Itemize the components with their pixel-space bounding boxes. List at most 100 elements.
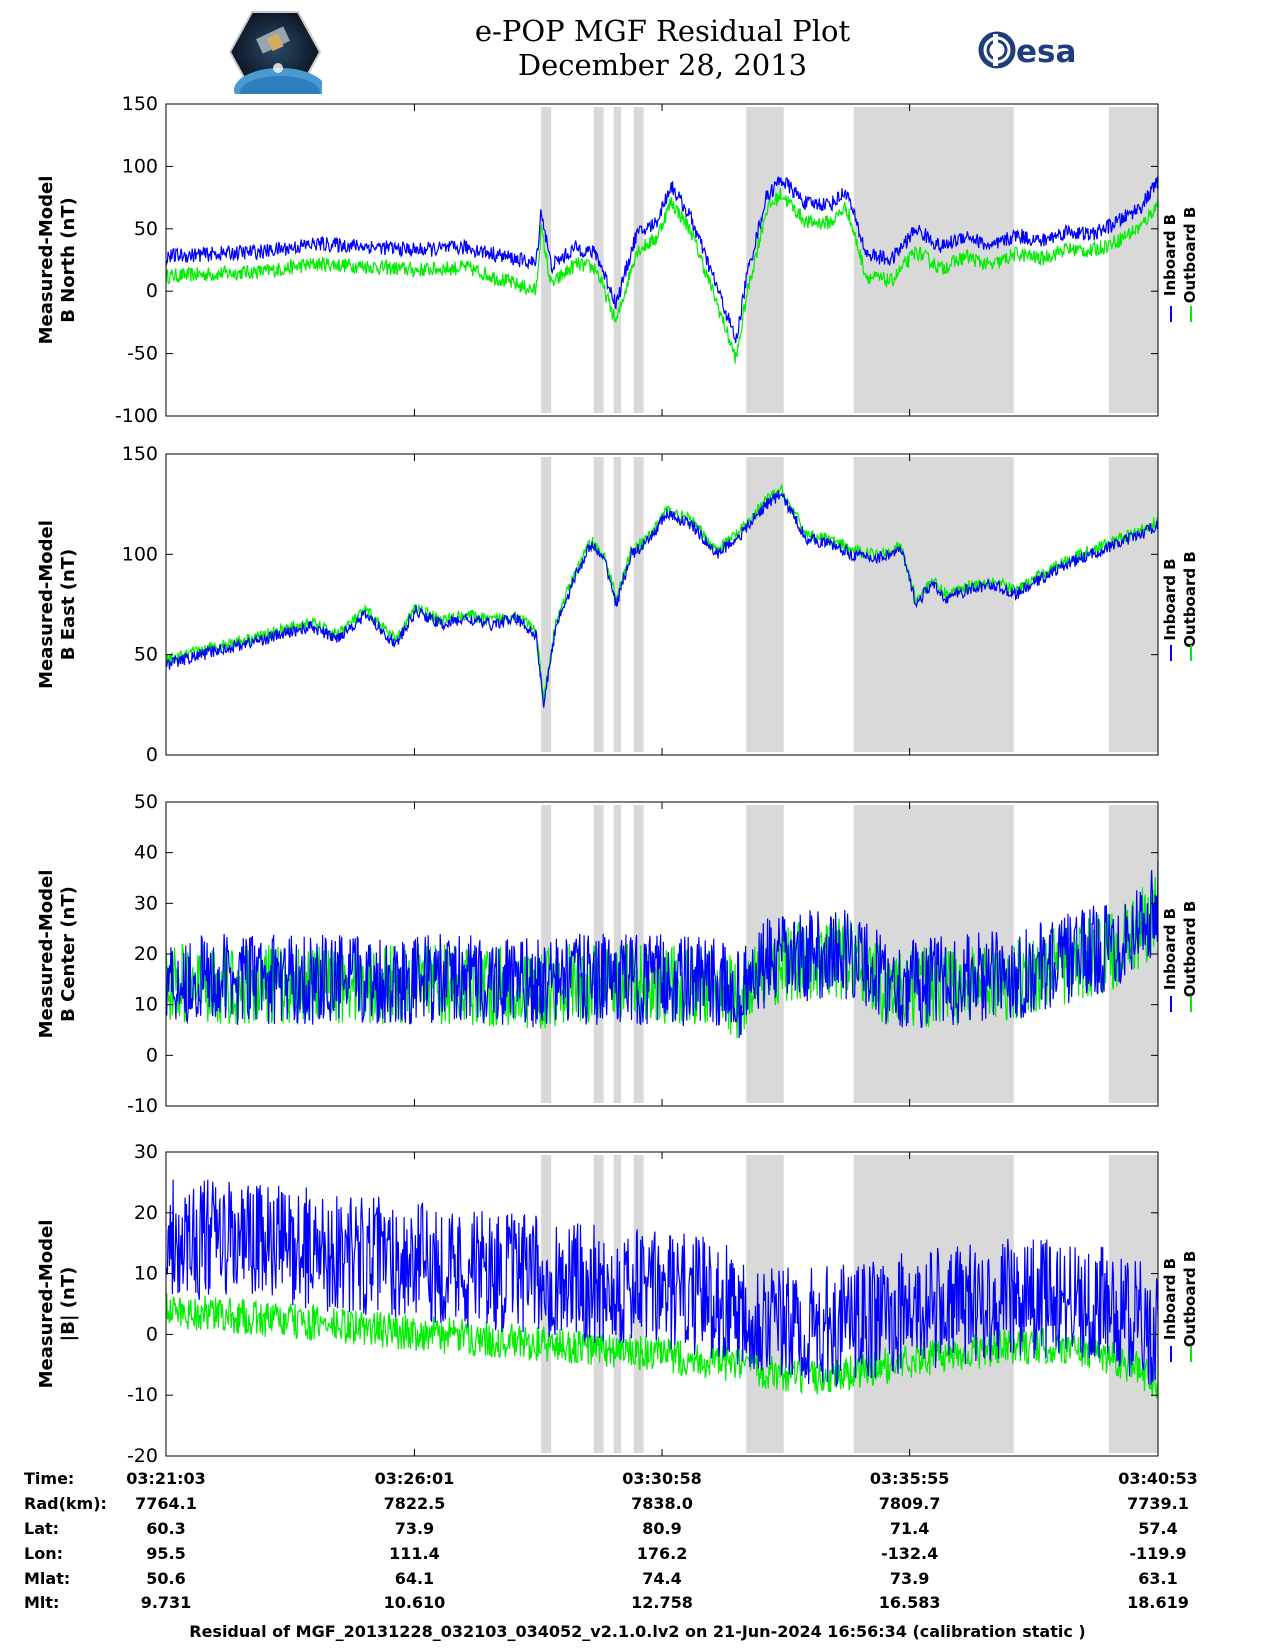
title-line-1: e-POP MGF Residual Plot xyxy=(474,14,851,48)
esa-logo: esa xyxy=(978,30,1084,74)
ephemeris-row-label: Rad(km): xyxy=(24,1494,107,1513)
y-tick-label: 30 xyxy=(134,892,158,914)
y-axis-label-line2: B East (nT) xyxy=(58,549,79,661)
ephemeris-value: 7809.7 xyxy=(879,1494,941,1513)
outboard-series-line xyxy=(165,188,1159,364)
ephemeris-value: 73.9 xyxy=(395,1519,434,1538)
legend-label: Inboard B xyxy=(1161,214,1179,296)
ephemeris-value: 7838.0 xyxy=(631,1494,693,1513)
y-tick-label: 0 xyxy=(146,280,158,302)
outboard-series-line xyxy=(165,1292,1159,1399)
ephemeris-value: 7822.5 xyxy=(384,1494,446,1513)
ephemeris-value: 12.758 xyxy=(631,1593,693,1612)
ephemeris-value: 176.2 xyxy=(637,1544,688,1563)
ephemeris-row-label: Time: xyxy=(24,1469,74,1488)
y-axis-label-line2: B Center (nT) xyxy=(58,886,79,1022)
ephemeris-value: 64.1 xyxy=(395,1569,434,1588)
ephemeris-value: -132.4 xyxy=(881,1544,938,1563)
y-axis-label: Measured-Model B East (nT) xyxy=(36,520,79,689)
shaded-interval xyxy=(633,107,644,413)
y-tick-label: 50 xyxy=(134,218,158,240)
y-tick-label: 10 xyxy=(134,1263,158,1285)
shaded-interval xyxy=(593,457,604,752)
shaded-interval xyxy=(541,107,552,413)
y-tick-label: 100 xyxy=(122,543,158,565)
legend: Inboard B Outboard B xyxy=(1161,901,1199,998)
y-tick-label: 20 xyxy=(134,943,158,965)
y-tick-label: 150 xyxy=(122,443,158,465)
ephemeris-value: 7739.1 xyxy=(1127,1494,1189,1513)
y-tick-label: -20 xyxy=(127,1445,158,1467)
y-tick-label: 50 xyxy=(134,644,158,666)
legend-label: Inboard B xyxy=(1161,1258,1179,1340)
ephemeris-row-label: Lat: xyxy=(24,1519,59,1538)
ephemeris-row-label: Lon: xyxy=(24,1544,63,1563)
legend: Inboard B Outboard B xyxy=(1161,551,1199,648)
shaded-interval xyxy=(633,805,644,1103)
y-axis-label-line1: Measured-Model xyxy=(36,520,57,689)
shaded-interval xyxy=(613,805,622,1103)
ephemeris-value: 60.3 xyxy=(146,1519,185,1538)
ephemeris-value: 10.610 xyxy=(384,1593,446,1612)
legend-label: Outboard B xyxy=(1181,207,1199,304)
shaded-interval xyxy=(593,1155,604,1453)
ephemeris-value: 57.4 xyxy=(1138,1519,1177,1538)
shaded-interval xyxy=(853,457,1014,752)
y-tick-label: 30 xyxy=(134,1141,158,1163)
y-axis-label-line1: Measured-Model xyxy=(36,870,57,1039)
ephemeris-value: 03:26:01 xyxy=(375,1469,455,1488)
shaded-interval xyxy=(746,1155,784,1453)
shaded-interval xyxy=(541,805,552,1103)
ephemeris-value: 50.6 xyxy=(146,1569,185,1588)
ephemeris-value: 63.1 xyxy=(1138,1569,1177,1588)
ephemeris-row-label: Mlt: xyxy=(24,1593,59,1612)
shaded-interval xyxy=(633,457,644,752)
y-tick-label: 10 xyxy=(134,994,158,1016)
ephemeris-value: 73.9 xyxy=(890,1569,929,1588)
y-tick-label: 150 xyxy=(122,93,158,115)
y-tick-label: -10 xyxy=(127,1095,158,1117)
inboard-series-line xyxy=(165,490,1159,708)
ephemeris-value: 18.619 xyxy=(1127,1593,1189,1612)
inboard-series-line xyxy=(165,1179,1159,1387)
legend-label: Outboard B xyxy=(1181,1251,1199,1348)
ephemeris-value: 7764.1 xyxy=(135,1494,197,1513)
shaded-interval xyxy=(1108,457,1158,752)
shaded-interval xyxy=(541,457,552,752)
y-tick-label: 100 xyxy=(122,155,158,177)
footer-caption: Residual of MGF_20131228_032103_034052_v… xyxy=(189,1622,1086,1641)
inboard-series-line xyxy=(165,861,1159,1039)
shaded-interval xyxy=(746,457,784,752)
ephemeris-value: 95.5 xyxy=(146,1544,185,1563)
shaded-interval xyxy=(1108,107,1158,413)
y-axis-label-line1: Measured-Model xyxy=(36,176,57,345)
inboard-series-line xyxy=(165,175,1159,344)
ephemeris-value: 9.731 xyxy=(141,1593,192,1612)
y-axis-label-line2: B North (nT) xyxy=(58,197,79,323)
y-tick-label: -10 xyxy=(127,1384,158,1406)
ephemeris-value: 03:30:58 xyxy=(622,1469,702,1488)
ephemeris-value: 111.4 xyxy=(389,1544,440,1563)
y-tick-label: 20 xyxy=(134,1202,158,1224)
legend: Inboard B Outboard B xyxy=(1161,207,1199,304)
ephemeris-row-label: Mlat: xyxy=(24,1569,70,1588)
y-axis-label: Measured-Model B North (nT) xyxy=(36,176,79,345)
y-tick-label: 40 xyxy=(134,842,158,864)
y-axis-label-line1: Measured-Model xyxy=(36,1220,57,1389)
y-axis-label: Measured-Model |B| (nT) xyxy=(36,1220,79,1389)
y-tick-label: 0 xyxy=(146,1044,158,1066)
ephemeris-value: 03:40:53 xyxy=(1118,1469,1198,1488)
shaded-interval xyxy=(613,107,622,413)
y-axis-label-line2: |B| (nT) xyxy=(58,1267,79,1342)
ephemeris-value: 74.4 xyxy=(642,1569,681,1588)
ephemeris-value: 03:35:55 xyxy=(870,1469,950,1488)
ephemeris-value: 71.4 xyxy=(890,1519,929,1538)
title-line-2: December 28, 2013 xyxy=(517,48,808,82)
y-axis-label: Measured-Model B Center (nT) xyxy=(36,870,79,1039)
y-tick-label: -50 xyxy=(127,343,158,365)
chart-title: e-POP MGF Residual Plot December 28, 201… xyxy=(0,14,1275,82)
legend-label: Inboard B xyxy=(1161,558,1179,640)
ephemeris-value: 16.583 xyxy=(879,1593,941,1612)
y-tick-label: 0 xyxy=(146,744,158,766)
